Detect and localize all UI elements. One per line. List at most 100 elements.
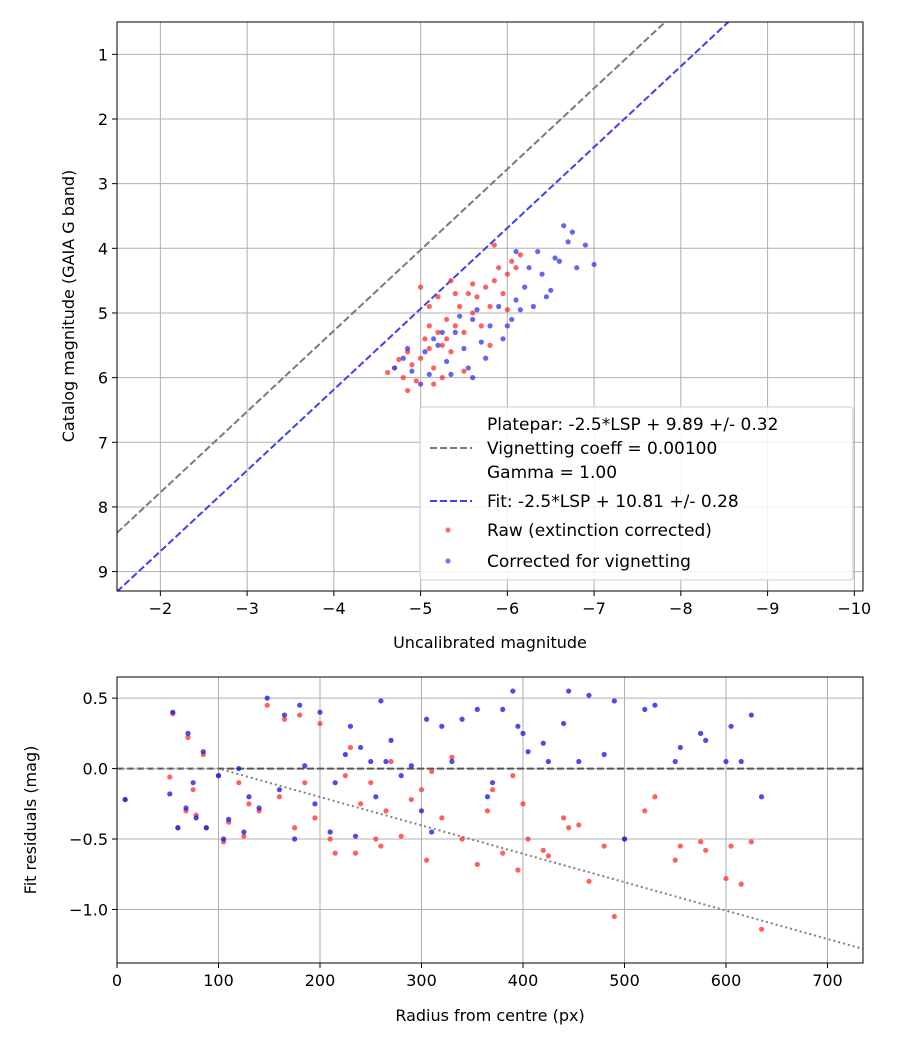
bottom-series-1-point xyxy=(226,816,232,822)
top-series-1-point xyxy=(478,339,484,345)
top-scatter-points xyxy=(385,223,597,394)
bottom-series-1-point xyxy=(510,688,516,694)
bottom-series-0-point xyxy=(672,857,678,863)
bottom-series-1-point xyxy=(566,688,572,694)
top-series-0-point xyxy=(444,336,450,342)
bottom-series-1-point xyxy=(297,702,303,708)
bottom-x-ticks: 0 100 200 300 400 500 600 700 xyxy=(112,963,843,990)
bottom-series-0-point xyxy=(738,881,744,887)
top-chart: −2 −3 −4 −5 −6 −7 −8 −9 −10 1 2 3 4 5 6 7 8 9 Uncalibrat… xyxy=(59,21,871,652)
legend: Platepar: -2.5*LSP + 9.89 +/- 0.32 Vigne… xyxy=(419,406,854,581)
bottom-series-1-point xyxy=(677,744,683,751)
top-series-1-point xyxy=(500,336,506,342)
top-y-ticks: 1 2 3 4 5 6 7 8 9 xyxy=(98,45,117,582)
top-series-0-point xyxy=(431,365,437,371)
top-series-0-point xyxy=(491,278,497,284)
top-y-tick-label: 6 xyxy=(98,369,108,388)
top-series-0-point xyxy=(504,307,510,313)
bottom-series-1-point xyxy=(540,740,546,746)
bottom-series-1-point xyxy=(256,805,262,811)
top-series-0-point xyxy=(448,349,454,355)
bottom-series-1-point xyxy=(302,763,308,769)
legend-raw-marker xyxy=(445,527,451,533)
bottom-series-1-point xyxy=(474,706,480,713)
bottom-series-1-point xyxy=(193,815,199,821)
top-x-tick-label: −8 xyxy=(669,599,693,618)
top-series-0-point xyxy=(431,381,437,387)
top-series-0-point xyxy=(465,290,471,297)
bottom-series-1-point xyxy=(236,765,242,772)
top-series-0-point xyxy=(426,303,432,310)
top-series-1-point xyxy=(435,342,441,348)
top-series-1-point xyxy=(509,316,515,323)
top-series-1-point xyxy=(400,355,406,361)
top-series-0-point xyxy=(418,284,424,290)
bottom-series-1-point xyxy=(408,763,414,769)
bottom-x-axis-label: Radius from centre (px) xyxy=(395,1006,584,1025)
bottom-series-1-point xyxy=(586,692,592,698)
bottom-series-1-point xyxy=(576,758,582,765)
bottom-y-tick-label: 0.5 xyxy=(83,689,108,708)
bottom-series-0-point xyxy=(703,847,709,853)
bottom-y-tick-label: −0.5 xyxy=(69,830,108,849)
bottom-x-tick-label: 100 xyxy=(203,971,234,990)
top-series-1-point xyxy=(470,316,476,323)
bottom-series-1-point xyxy=(388,737,394,743)
top-series-0-point xyxy=(474,294,480,300)
bottom-series-0-point xyxy=(677,843,683,849)
bottom-series-1-point xyxy=(190,780,196,786)
top-y-axis-label: Catalog magnitude (GAIA G band) xyxy=(59,170,78,442)
top-y-tick-label: 3 xyxy=(98,175,108,194)
bottom-series-0-point xyxy=(236,780,242,786)
bottom-series-0-point xyxy=(347,744,354,751)
legend-corrected-marker xyxy=(445,558,451,564)
legend-gamma: Gamma = 1.00 xyxy=(487,463,617,483)
top-series-0-point xyxy=(457,303,463,310)
top-series-0-point xyxy=(491,242,497,248)
top-series-1-point xyxy=(474,307,480,313)
bottom-series-0-point xyxy=(190,787,196,793)
bottom-series-1-point xyxy=(728,723,734,729)
bottom-series-0-point xyxy=(378,843,384,849)
bottom-series-0-point xyxy=(408,796,414,803)
bottom-series-1-point xyxy=(500,706,506,713)
top-series-0-point xyxy=(439,375,445,381)
bottom-series-1-point xyxy=(347,723,354,729)
top-series-1-point xyxy=(457,313,463,319)
bottom-series-0-point xyxy=(312,815,318,821)
bottom-series-0-point xyxy=(373,836,379,842)
bottom-series-0-point xyxy=(332,850,338,856)
top-x-axis-label: Uncalibrated magnitude xyxy=(393,633,587,652)
bottom-series-1-point xyxy=(418,808,425,814)
bottom-series-0-point xyxy=(388,758,394,765)
bottom-line-1 xyxy=(117,767,863,950)
top-series-0-point xyxy=(426,345,432,352)
bottom-series-1-point xyxy=(449,758,455,765)
bottom-series-0-point xyxy=(383,808,389,814)
top-series-0-point xyxy=(452,323,458,329)
bottom-series-1-point xyxy=(429,829,435,835)
bottom-series-0-point xyxy=(352,850,359,856)
bottom-x-tick-label: 700 xyxy=(812,971,843,990)
bottom-series-1-point xyxy=(611,698,617,704)
bottom-series-1-point xyxy=(484,794,491,800)
bottom-series-0-point xyxy=(342,773,348,779)
bottom-series-1-point xyxy=(439,723,445,729)
top-y-tick-label: 2 xyxy=(98,110,108,129)
bottom-series-1-point xyxy=(621,836,628,842)
top-series-0-point xyxy=(385,369,391,376)
bottom-series-0-point xyxy=(276,794,282,800)
bottom-series-1-point xyxy=(357,744,364,751)
top-series-1-point xyxy=(530,303,536,310)
bottom-series-0-point xyxy=(642,808,648,814)
bottom-series-1-point xyxy=(317,709,323,715)
top-series-1-point xyxy=(426,371,432,377)
bottom-series-1-point xyxy=(748,712,754,718)
top-y-tick-label: 4 xyxy=(98,239,108,258)
top-series-1-point xyxy=(448,371,454,377)
bottom-series-0-point xyxy=(515,867,521,873)
bottom-series-1-point xyxy=(423,716,430,722)
bottom-series-0-point xyxy=(652,794,658,800)
bottom-series-0-point xyxy=(292,825,298,831)
bottom-series-1-point xyxy=(672,758,678,765)
